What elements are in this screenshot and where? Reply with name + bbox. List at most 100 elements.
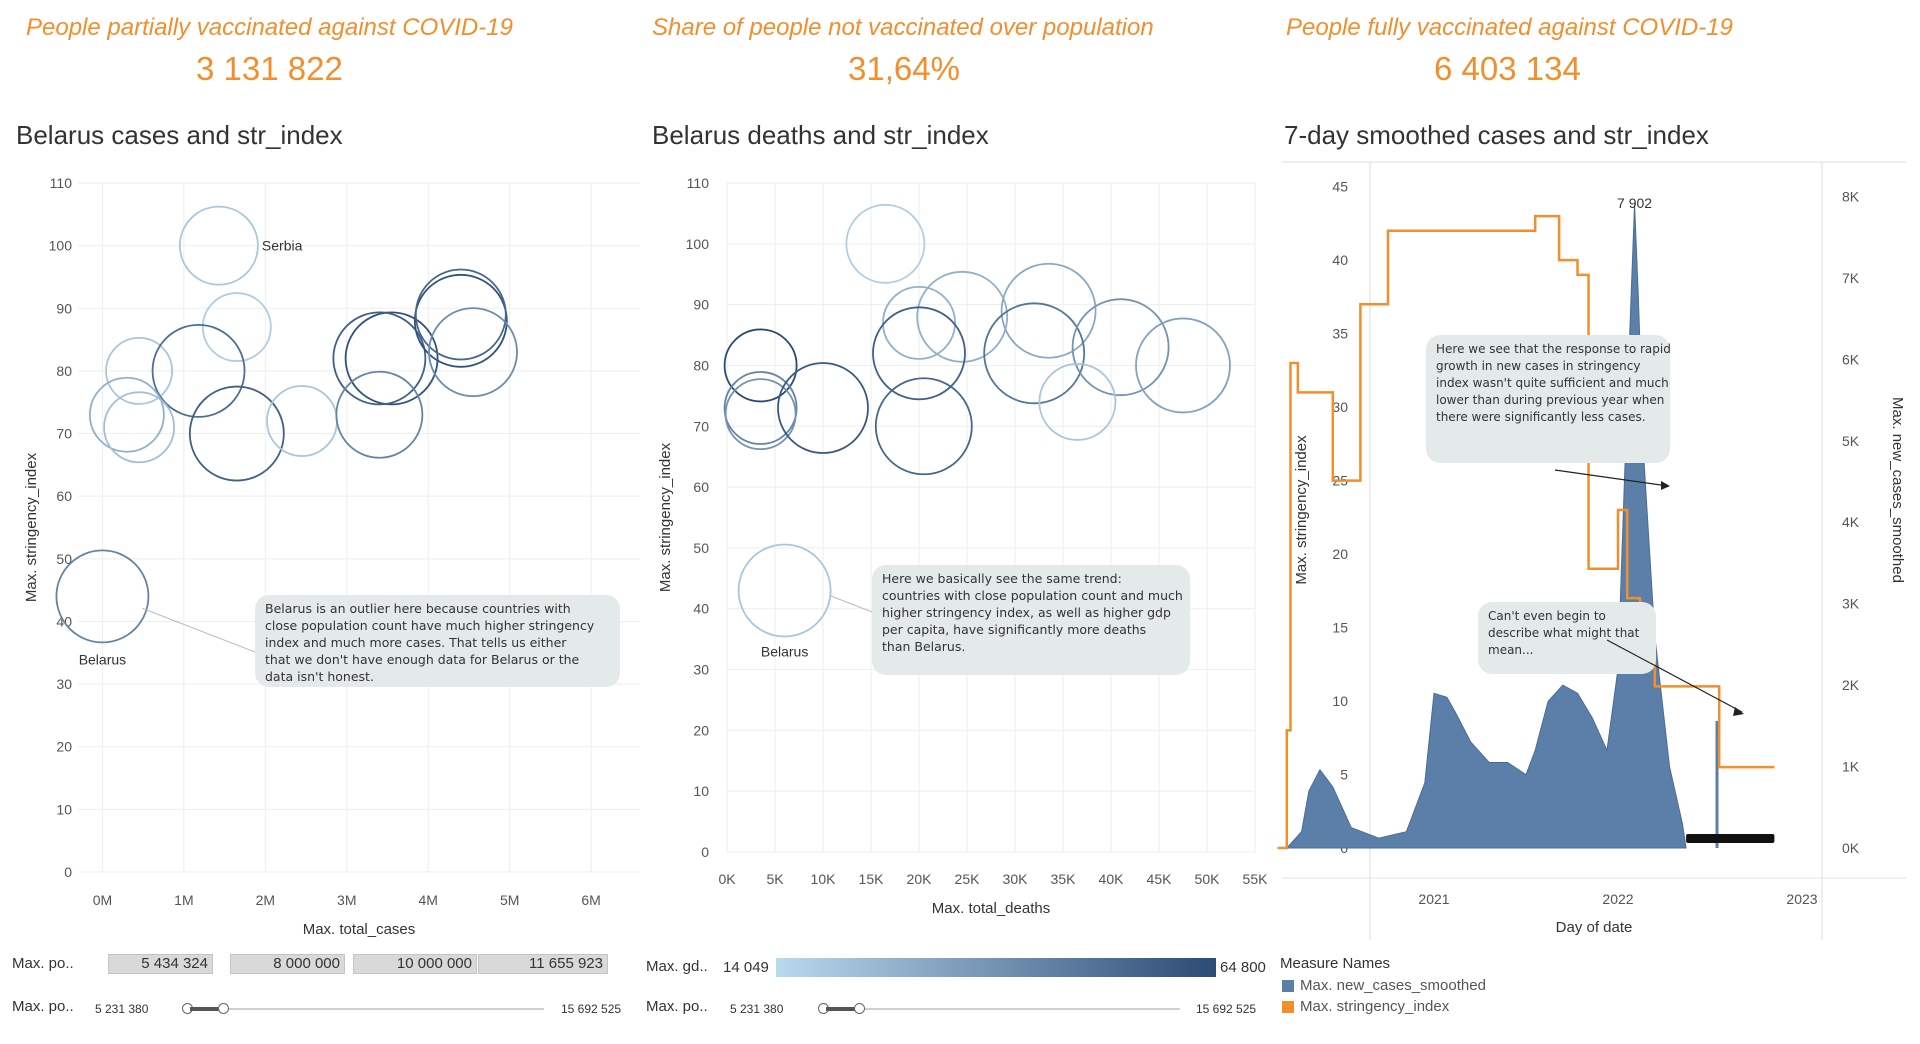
y-left-tick-label: 35 — [1332, 326, 1348, 342]
x-tick-label: 10K — [811, 871, 837, 887]
slider2-handle-max[interactable] — [854, 1003, 865, 1014]
y-axis-label: Max. stringency_index — [23, 452, 40, 602]
y-tick-label: 10 — [56, 801, 72, 817]
peak-value-label: 7 902 — [1617, 195, 1652, 211]
annotation-smoothed-1-line: index wasn't quite sufficient and much — [1436, 376, 1669, 390]
y-left-tick-label: 10 — [1332, 693, 1348, 709]
y-tick-label: 30 — [693, 662, 709, 678]
y-left-axis-label: Max. stringency_index — [1293, 435, 1310, 585]
legend-swatch — [1282, 1001, 1294, 1014]
annotation-smoothed-1-line: there were significantly less cases. — [1436, 410, 1646, 424]
slider2-min: 5 231 380 — [730, 1002, 784, 1016]
x-tick-label: 1M — [174, 892, 193, 908]
bubble — [151, 324, 246, 418]
y-right-tick-label: 0K — [1842, 840, 1860, 856]
kpi-title: People fully vaccinated against COVID-19 — [1286, 14, 1733, 41]
bubble — [737, 543, 832, 638]
bubble — [882, 285, 956, 360]
y-tick-label: 30 — [56, 676, 72, 692]
population-pill-3[interactable]: 10 000 000 — [353, 954, 477, 974]
slider2-track[interactable] — [820, 1008, 1180, 1010]
annotation-leader — [142, 607, 256, 653]
bubble — [188, 385, 285, 482]
y-tick-label: 0 — [701, 844, 709, 860]
kpi-not-vaccinated-share: Share of people not vaccinated over popu… — [652, 0, 1272, 88]
slider2-range — [826, 1007, 858, 1011]
y-tick-label: 50 — [56, 551, 72, 567]
x-tick-label: 0M — [93, 892, 112, 908]
population-pill-4[interactable]: 11 655 923 — [478, 954, 608, 974]
annotation-smoothed-1-line: lower than during previous year when — [1436, 393, 1664, 407]
bubble — [344, 311, 439, 406]
y-left-tick-label: 40 — [1332, 252, 1348, 268]
spike-bar-new-cases — [1715, 720, 1719, 848]
x-tick-label: 5K — [766, 871, 784, 887]
legend-item-cases[interactable]: Max. new_cases_smoothed — [1282, 977, 1486, 994]
annotation-cases-line: index and much more cases. That tells us… — [265, 635, 567, 650]
annotation-cases-box — [255, 595, 620, 687]
population-pill-2[interactable]: 8 000 000 — [230, 954, 345, 974]
x-tick-label: 20K — [907, 871, 933, 887]
y-tick-label: 100 — [686, 236, 710, 252]
bubble — [1071, 298, 1170, 397]
gdp-filter-label: Max. gd.. — [646, 958, 708, 975]
y-tick-label: 80 — [693, 357, 709, 373]
gdp-max: 64 800 — [1220, 959, 1266, 976]
annotation-smoothed-2-line: Can't even begin to — [1488, 609, 1606, 623]
slider1-track[interactable] — [184, 1008, 544, 1010]
y-right-tick-label: 1K — [1842, 759, 1860, 775]
bubble — [266, 385, 338, 457]
bubble — [845, 203, 926, 284]
y-tick-label: 20 — [56, 739, 72, 755]
y-tick-label: 90 — [56, 300, 72, 316]
annotation-cases-line: close population count have much higher … — [265, 618, 595, 633]
x-tick-label: 55K — [1243, 871, 1269, 887]
x-tick-label: 45K — [1147, 871, 1173, 887]
y-right-tick-label: 4K — [1842, 514, 1860, 530]
bubble — [723, 328, 798, 403]
annotation-smoothed-1-line: growth in new cases in stringency — [1436, 359, 1640, 373]
x-tick-label: 30K — [1003, 871, 1029, 887]
kpi-title: Share of people not vaccinated over popu… — [652, 14, 1154, 41]
annotation-arrowhead-1 — [1661, 481, 1670, 490]
bubble — [1038, 363, 1117, 441]
y-right-tick-label: 2K — [1842, 677, 1860, 693]
x-tick-label: 3M — [337, 892, 356, 908]
annotation-deaths-box — [872, 565, 1190, 675]
legend-swatch — [1282, 980, 1294, 993]
x-axis-label: Max. total_deaths — [932, 900, 1050, 917]
annotation-smoothed-2-box — [1478, 602, 1656, 674]
black-bar-marker — [1686, 834, 1775, 843]
x-tick-label: 5M — [500, 892, 519, 908]
annotation-cases-line: Belarus is an outlier here because count… — [265, 601, 571, 616]
bubble-label: Belarus — [761, 643, 808, 659]
bubble — [872, 306, 966, 401]
kpi-title: People partially vaccinated against COVI… — [26, 14, 513, 41]
population-pill-1[interactable]: 5 434 324 — [108, 954, 213, 974]
bubble — [874, 377, 973, 476]
annotation-smoothed-1: Here we see that the response to rapid gr… — [1436, 342, 1671, 424]
y-left-tick-label: 20 — [1332, 546, 1348, 562]
legend-item-stringency[interactable]: Max. stringency_index — [1282, 998, 1449, 1015]
y-tick-label: 90 — [693, 297, 709, 313]
bubble — [916, 270, 1009, 363]
bubble — [335, 370, 424, 459]
slider1-handle-max[interactable] — [218, 1003, 229, 1014]
bubble — [103, 391, 175, 464]
bubble — [724, 378, 797, 451]
kpi-value: 3 131 822 — [196, 50, 343, 87]
slider2-label: Max. po.. — [646, 998, 708, 1015]
y-right-tick-label: 3K — [1842, 596, 1860, 612]
y-right-tick-label: 7K — [1842, 270, 1860, 286]
annotation-deaths-line: per capita, have significantly more deat… — [882, 622, 1146, 637]
legend-title: Measure Names — [1280, 955, 1391, 972]
population-filter-label: Max. po.. — [12, 955, 74, 972]
x-tick-label: 6M — [581, 892, 600, 908]
bubble — [428, 307, 518, 398]
kpi-value: 6 403 134 — [1434, 50, 1581, 87]
x-axis-label: Day of date — [1556, 919, 1633, 936]
annotation-deaths-line: than Belarus. — [882, 639, 965, 654]
x-tick-label: 15K — [859, 871, 885, 887]
y-left-tick-label: 45 — [1332, 179, 1348, 195]
bubble — [983, 302, 1086, 405]
